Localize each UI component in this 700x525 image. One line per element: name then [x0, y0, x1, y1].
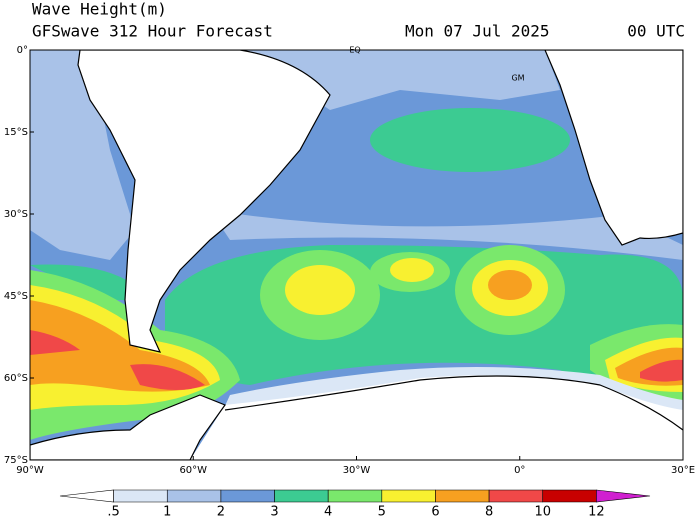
lon-label: 0°	[514, 465, 525, 476]
colorbar-segment	[220, 489, 275, 503]
colorbar-label: 3	[270, 505, 278, 520]
colorbar-label: .5	[107, 505, 119, 520]
annotation: EQ	[349, 46, 360, 55]
lon-label: 90°W	[16, 465, 44, 476]
subtitle: GFSwave 312 Hour Forecast	[32, 22, 273, 41]
colorbar-label: 6	[431, 505, 439, 520]
colorbar-label: 12	[588, 505, 605, 520]
time: 00 UTC	[627, 22, 685, 41]
lat-label: 75°S	[4, 455, 28, 466]
lat-label: 30°S	[4, 209, 28, 220]
colorbar-segment	[59, 489, 114, 503]
colorbar-segment	[327, 489, 383, 503]
title: Wave Height(m)	[32, 0, 167, 19]
lat-label: 60°S	[4, 373, 28, 384]
colorbar-label: 8	[485, 505, 493, 520]
lon-label: 30°W	[343, 465, 371, 476]
colorbar-label: 4	[324, 505, 332, 520]
lat-label: 0°	[17, 45, 28, 56]
colorbar-segment	[166, 489, 222, 503]
colorbar-segment	[381, 489, 436, 503]
lon-label: 30°E	[671, 465, 695, 476]
lat-label: 15°S	[4, 127, 28, 138]
colorbar-segment	[488, 489, 544, 503]
colorbar-segment	[435, 489, 490, 503]
colorbar-segment	[542, 489, 597, 503]
date: Mon 07 Jul 2025	[405, 22, 550, 41]
colorbar-segment	[274, 489, 329, 503]
colorbar-segment	[113, 489, 168, 503]
lat-label: 45°S	[4, 291, 28, 302]
colorbar-label: 1	[163, 505, 171, 520]
colorbar-label: 2	[217, 505, 225, 520]
colorbar-label: 5	[378, 505, 386, 520]
colorbar-segment	[596, 489, 651, 503]
lon-label: 60°W	[179, 465, 207, 476]
map	[30, 50, 683, 460]
annotation: GM	[511, 74, 524, 83]
colorbar-label: 10	[534, 505, 551, 520]
